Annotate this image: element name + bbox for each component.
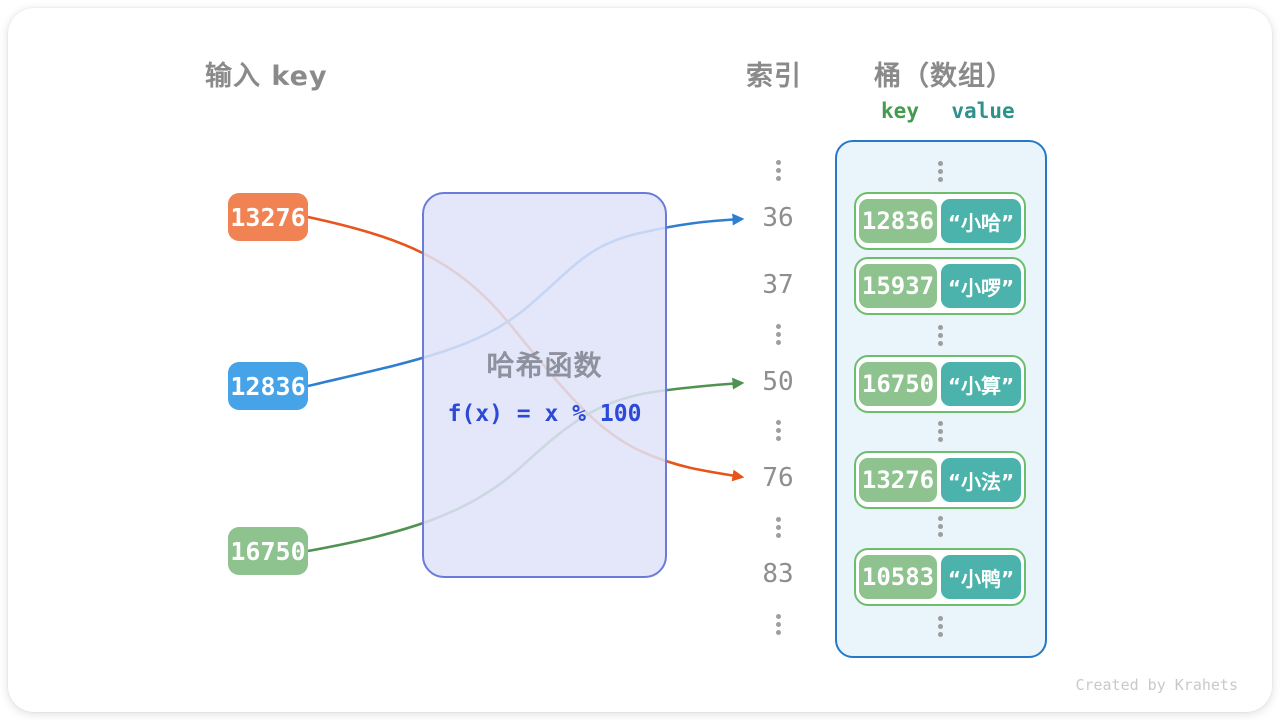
hash-function-box: 哈希函数 f(x) = x % 100 <box>422 192 667 578</box>
entry-key-box: 10583 <box>859 555 937 599</box>
index-label-36: 36 <box>762 203 794 233</box>
entry-value-box: “小啰” <box>941 264 1021 308</box>
entry-key-box: 13276 <box>859 458 937 502</box>
watermark: Created by Krahets <box>1075 676 1238 694</box>
key-column-label: key <box>881 99 919 123</box>
ellipsis-icon <box>938 624 943 629</box>
bucket-entry: 12836 “小哈” <box>854 192 1026 250</box>
ellipsis-icon <box>776 622 781 627</box>
index-label-83: 83 <box>762 559 794 589</box>
entry-value-box: “小哈” <box>941 199 1021 243</box>
ellipsis-icon <box>776 428 781 433</box>
index-label-37: 37 <box>762 270 794 300</box>
bucket-entry: 15937 “小啰” <box>854 257 1026 315</box>
entry-value-box: “小法” <box>941 458 1021 502</box>
ellipsis-icon <box>938 169 943 174</box>
bucket-array-container: 12836 “小哈” 15937 “小啰” 16750 “小算” 13276 “… <box>835 140 1047 658</box>
index-title: 索引 <box>746 61 802 92</box>
entry-key-box: 16750 <box>859 362 937 406</box>
input-key-box-12836: 12836 <box>228 362 308 410</box>
value-column-label: value <box>951 99 1015 123</box>
ellipsis-icon <box>938 429 943 434</box>
index-label-50: 50 <box>762 367 794 397</box>
input-key-box-13276: 13276 <box>228 193 308 241</box>
hash-function-formula: f(x) = x % 100 <box>447 400 642 427</box>
ellipsis-icon <box>938 524 943 529</box>
input-key-box-16750: 16750 <box>228 527 308 575</box>
bucket-entry: 16750 “小算” <box>854 355 1026 413</box>
bucket-entry: 10583 “小鸭” <box>854 548 1026 606</box>
entry-key-box: 15937 <box>859 264 937 308</box>
index-label-76: 76 <box>762 463 794 493</box>
entry-key-box: 12836 <box>859 199 937 243</box>
ellipsis-icon <box>776 525 781 530</box>
input-key-title: 输入 key <box>205 61 328 92</box>
entry-value-box: “小鸭” <box>941 555 1021 599</box>
bucket-title: 桶（数组） <box>874 61 1014 92</box>
ellipsis-icon <box>776 332 781 337</box>
ellipsis-icon <box>776 168 781 173</box>
entry-value-box: “小算” <box>941 362 1021 406</box>
hash-function-name: 哈希函数 <box>486 348 603 382</box>
ellipsis-icon <box>938 333 943 338</box>
bucket-entry: 13276 “小法” <box>854 451 1026 509</box>
